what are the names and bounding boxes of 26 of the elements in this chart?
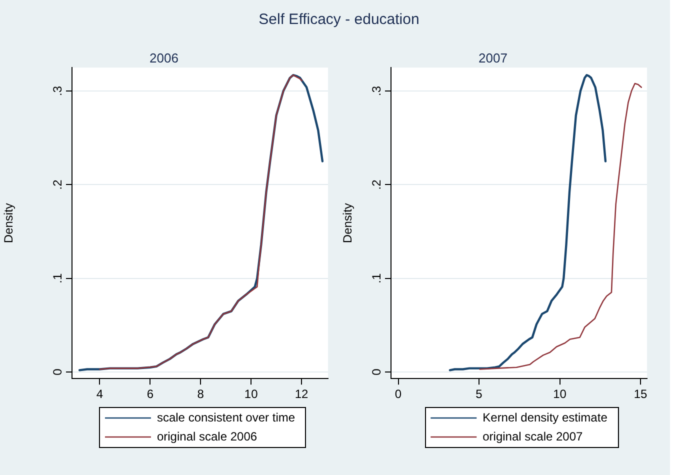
x-tick-label: 8 [197, 387, 204, 402]
legend-label: scale consistent over time [156, 410, 296, 424]
chart-subtitle: 2007 [478, 50, 508, 66]
y-tick-label: 0 [369, 368, 384, 376]
y-tick-label: .1 [50, 273, 64, 284]
y-axis-title: Density [2, 203, 16, 244]
legend-label: original scale 2006 [156, 429, 258, 444]
x-tick-label: 5 [476, 387, 483, 402]
x-tick-label: 10 [553, 387, 567, 402]
legend-label: Kernel density estimate [482, 410, 608, 424]
x-tick-label: 10 [244, 387, 258, 402]
x-tick-label: 15 [634, 387, 648, 402]
y-tick-label: .2 [50, 179, 64, 190]
y-axis-title: Density [340, 203, 355, 244]
chart-title: Self Efficacy - education [258, 10, 420, 30]
y-tick-label: .2 [369, 179, 384, 190]
y-tick-label: .1 [369, 273, 384, 284]
x-tick-label: 0 [394, 387, 402, 402]
x-tick-label: 12 [294, 387, 309, 402]
y-tick-label: 0 [50, 368, 64, 376]
x-tick-label: 4 [96, 387, 104, 402]
legend-label: original scale 2007 [482, 429, 584, 444]
chart-subtitle: 2006 [150, 50, 178, 66]
x-tick-label: 6 [146, 387, 154, 402]
y-tick-label: .3 [369, 86, 384, 96]
y-tick-label: .3 [50, 86, 64, 96]
